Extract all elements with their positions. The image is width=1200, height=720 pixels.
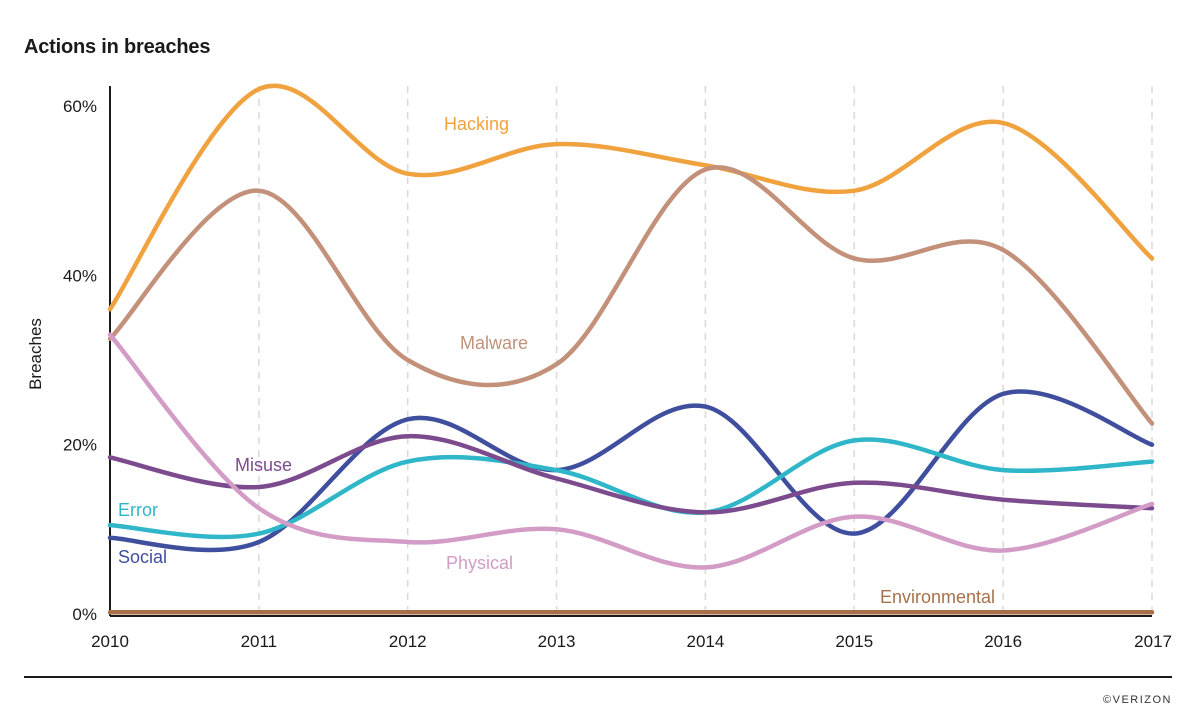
- axis-layer: [109, 86, 1152, 617]
- series-line-physical: [107, 332, 1155, 570]
- x-tick-label: 2010: [91, 632, 129, 651]
- series-line-misuse: [107, 433, 1155, 515]
- y-tick-label: 20%: [63, 436, 97, 455]
- y-tick-label: 40%: [63, 266, 97, 285]
- series-line-hacking: [107, 83, 1155, 312]
- chart-title: Actions in breaches: [24, 36, 211, 58]
- series-layer: [107, 83, 1155, 615]
- series-label-error: Error: [118, 500, 158, 520]
- x-tick-label: 2016: [984, 632, 1022, 651]
- y-tick-label: 0%: [72, 605, 97, 624]
- series-line-malware: [107, 165, 1155, 426]
- series-label-physical: Physical: [446, 553, 513, 573]
- series-label-misuse: Misuse: [235, 455, 292, 475]
- series-label-malware: Malware: [460, 333, 528, 353]
- x-tick-label: 2013: [538, 632, 576, 651]
- grid-layer: [258, 86, 1153, 616]
- series-label-environmental: Environmental: [880, 587, 995, 607]
- credit-text: ©VERIZON: [1103, 694, 1172, 706]
- x-tick-labels: 2010 2011 2012 2013 2014 2015 2016 2017: [91, 632, 1172, 651]
- series-label-hacking: Hacking: [444, 114, 509, 134]
- series-labels: Hacking Malware Social Error Misuse Physical E…: [118, 114, 995, 607]
- x-tick-label: 2011: [241, 632, 278, 651]
- series-label-social: Social: [118, 547, 167, 567]
- y-tick-label: 60%: [63, 97, 97, 116]
- x-tick-label: 2015: [835, 632, 873, 651]
- x-tick-label: 2014: [687, 632, 725, 651]
- x-tick-label: 2017: [1134, 632, 1172, 651]
- bottom-rule: [24, 676, 1172, 678]
- x-tick-label: 2012: [389, 632, 427, 651]
- series-line-error: [107, 437, 1155, 540]
- y-tick-labels: 0% 20% 40% 60%: [63, 97, 97, 624]
- y-axis-title: Breaches: [26, 318, 45, 390]
